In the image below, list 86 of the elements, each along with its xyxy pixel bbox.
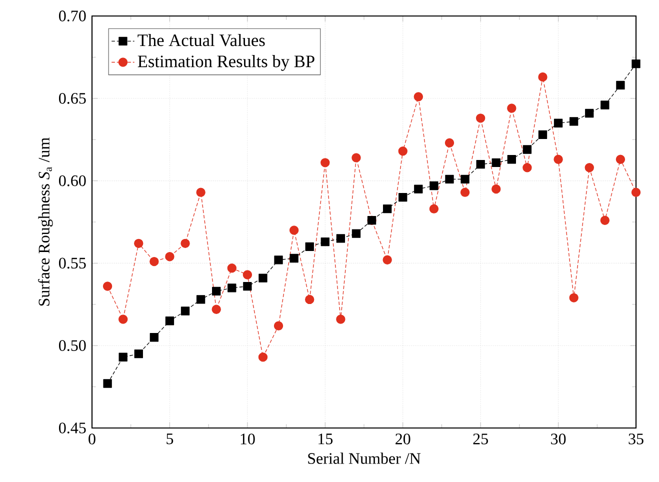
point [616, 154, 626, 164]
x-tick-label: 25 [473, 434, 488, 444]
point [585, 108, 594, 118]
point [165, 252, 174, 262]
point [429, 204, 439, 214]
point [476, 114, 486, 123]
x-tick-label: 0 [88, 434, 96, 444]
point [212, 304, 221, 314]
point [460, 188, 470, 197]
point [336, 234, 346, 243]
point [538, 130, 548, 139]
y-tick-label: 0.70 [59, 10, 86, 22]
point [460, 174, 470, 184]
point [305, 242, 314, 252]
point [336, 314, 346, 324]
point [507, 104, 516, 113]
x-tick-label: 10 [240, 434, 255, 444]
point [430, 181, 438, 190]
point [522, 145, 532, 154]
point [228, 284, 236, 292]
point [103, 379, 112, 388]
point [631, 188, 641, 197]
point [134, 238, 144, 248]
point [538, 72, 548, 82]
point [243, 282, 252, 291]
point [320, 237, 330, 246]
point [632, 59, 640, 68]
point [274, 321, 284, 330]
point [118, 352, 128, 362]
point [570, 117, 578, 126]
point [414, 92, 424, 102]
point [445, 174, 454, 184]
legend-label: The Actual Values [138, 34, 265, 46]
y-tick-label: 0.45 [59, 422, 86, 434]
point [150, 333, 159, 342]
y-tick-label: 0.55 [59, 258, 86, 269]
point [290, 254, 298, 263]
point [320, 158, 330, 168]
point [227, 264, 236, 273]
point [102, 282, 112, 291]
y-tick-label: 0.50 [59, 340, 86, 352]
point [274, 256, 283, 264]
legend-label: Estimation Results by BP [138, 55, 314, 71]
point [118, 314, 128, 324]
point [212, 286, 221, 296]
x-tick-label: 15 [318, 434, 333, 444]
point [289, 226, 299, 235]
point [134, 350, 143, 358]
point [196, 188, 206, 197]
point [382, 204, 392, 214]
point [554, 154, 563, 164]
point [522, 163, 532, 172]
point [554, 118, 563, 128]
point [196, 295, 206, 304]
point [150, 256, 159, 266]
y-tick-label: 0.65 [59, 92, 86, 104]
point [352, 229, 361, 238]
point [382, 255, 392, 265]
point [242, 270, 252, 280]
point [258, 352, 268, 362]
y-tick-label: 0.60 [59, 175, 86, 186]
point [258, 274, 268, 282]
point [180, 238, 190, 248]
point [352, 153, 361, 162]
x-tick-label: 20 [396, 434, 410, 444]
point [600, 216, 610, 225]
point [616, 80, 625, 90]
point [414, 184, 423, 194]
point [507, 155, 516, 164]
point [569, 293, 578, 302]
point [492, 184, 501, 194]
point [165, 316, 174, 326]
point [444, 138, 454, 148]
point [305, 294, 314, 304]
x-tick-label: 35 [628, 434, 644, 444]
point [492, 158, 500, 168]
x-tick-label: 5 [166, 434, 174, 444]
point [398, 192, 408, 202]
y-axis-title: Surface Roughness S$_{a}$ /um [38, 138, 53, 306]
point [398, 146, 408, 156]
point [476, 160, 485, 169]
x-tick-label: 30 [551, 434, 566, 444]
point [180, 306, 190, 316]
x-axis-title: Serial Number /N [308, 452, 421, 464]
point [584, 163, 594, 172]
point [600, 100, 610, 110]
